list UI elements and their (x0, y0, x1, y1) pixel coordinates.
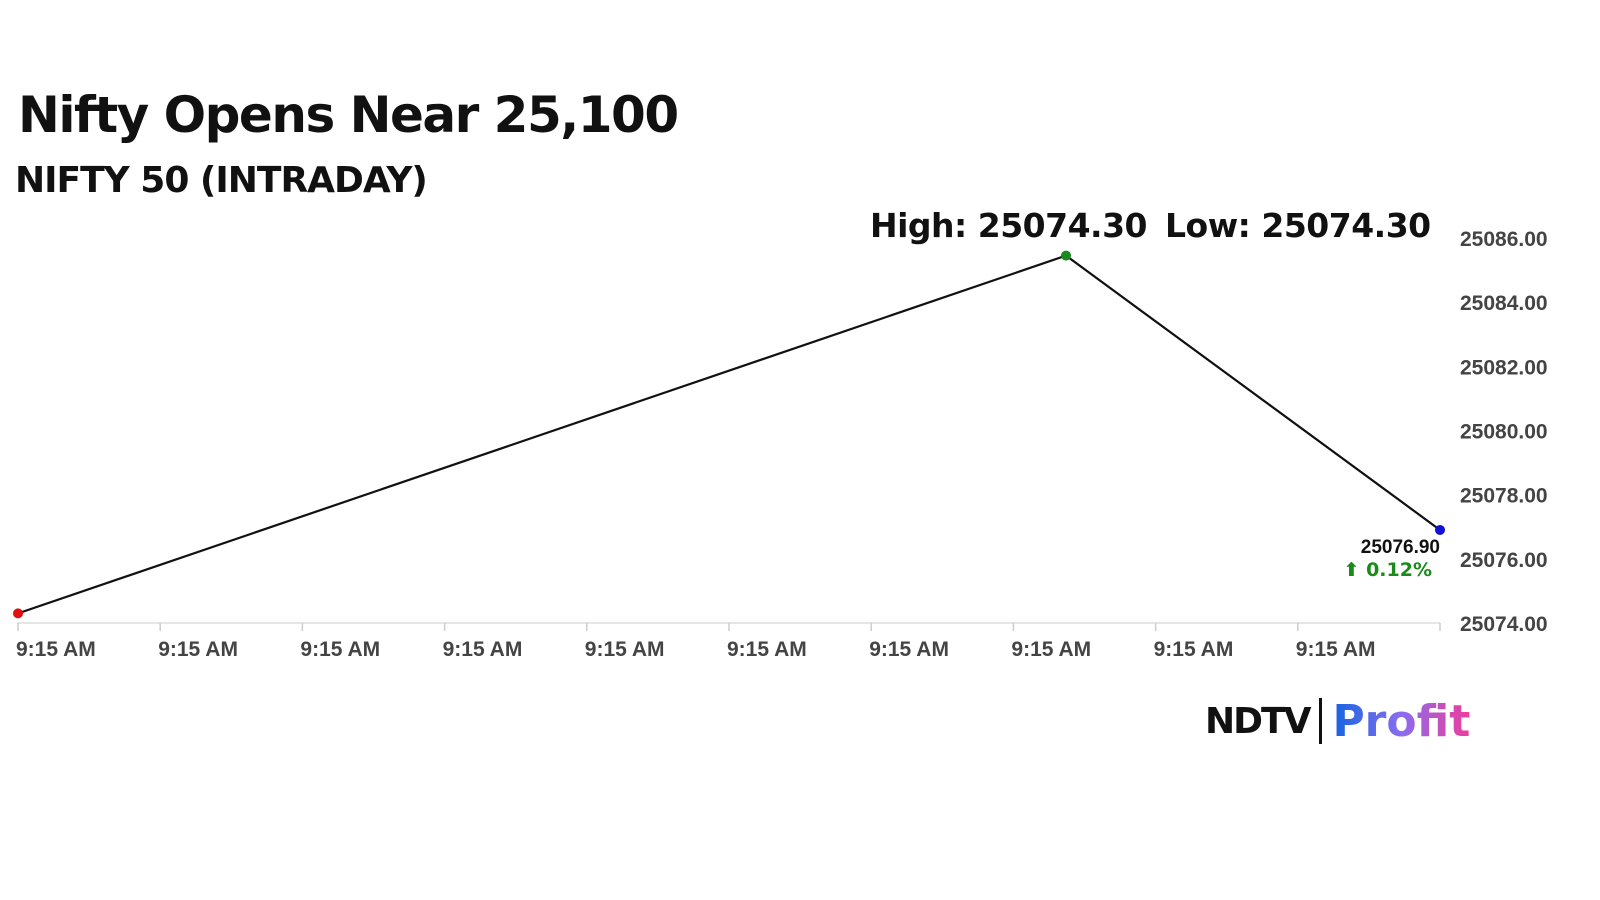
data-point (1435, 524, 1445, 535)
x-tick-label: 9:15 AM (727, 638, 807, 661)
x-tick-label: 9:15 AM (443, 638, 523, 661)
y-tick-label: 25076.00 (1460, 549, 1548, 572)
change-label: ⬆ 0.12% (1344, 559, 1432, 581)
x-tick-label: 9:15 AM (585, 638, 665, 661)
y-tick-label: 25086.00 (1460, 228, 1548, 251)
x-tick-label: 9:15 AM (158, 638, 238, 661)
x-tick-label: 9:15 AM (1296, 638, 1376, 661)
x-tick-label: 9:15 AM (300, 638, 380, 661)
chart-title: Nifty Opens Near 25,100 (18, 86, 679, 144)
last-value-label: 25076.90 (1361, 537, 1440, 558)
x-tick-label: 9:15 AM (16, 638, 96, 661)
logo-divider (1319, 698, 1323, 744)
y-tick-label: 25080.00 (1460, 421, 1548, 444)
low-label: Low: 25074.30 (1165, 206, 1431, 245)
series-line (17, 254, 1441, 615)
y-tick-label: 25078.00 (1460, 485, 1548, 508)
y-tick-label: 25082.00 (1460, 356, 1548, 379)
chart-subtitle: NIFTY 50 (INTRADAY) (15, 160, 428, 201)
x-tick-label: 9:15 AM (1154, 638, 1234, 661)
y-tick-label: 25074.00 (1460, 613, 1548, 636)
y-tick-label: 25084.00 (1460, 292, 1548, 315)
x-tick-label: 9:15 AM (869, 638, 949, 661)
logo-profit: Profit (1332, 695, 1471, 747)
ndtv-profit-logo: NDTV Profit (1205, 695, 1471, 747)
high-label: High: 25074.30 (870, 206, 1148, 245)
logo-ndtv: NDTV (1205, 700, 1311, 742)
data-point (13, 608, 23, 619)
data-point (1061, 250, 1072, 261)
x-tick-label: 9:15 AM (1011, 638, 1091, 661)
